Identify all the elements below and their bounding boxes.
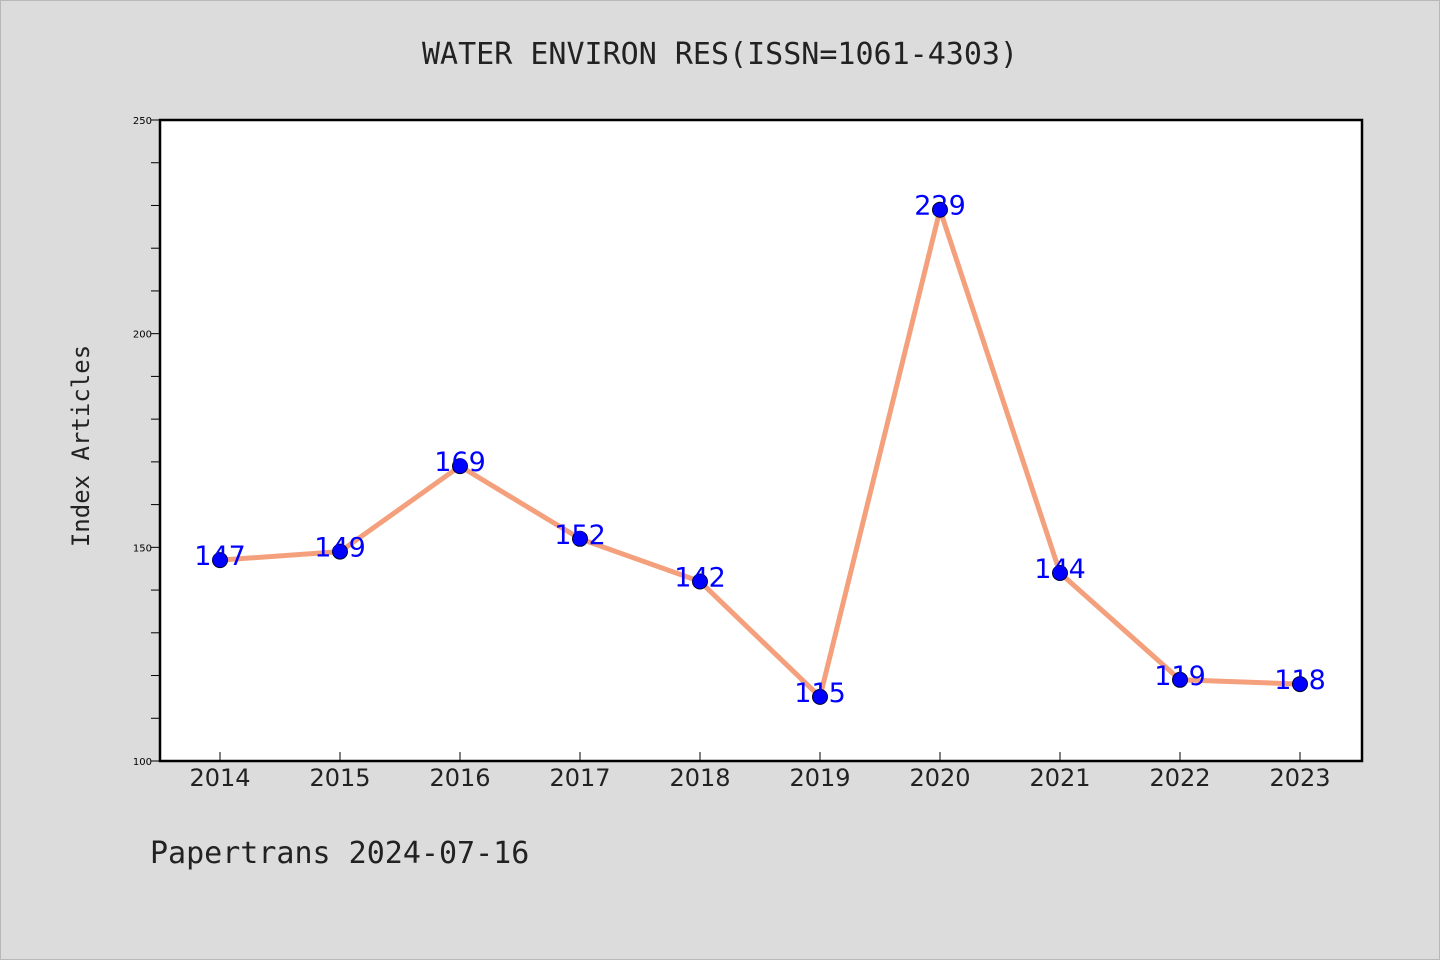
y-tick-label: 150	[133, 543, 152, 554]
y-tick-label: 250	[133, 116, 152, 127]
data-label: 229	[914, 191, 966, 222]
x-tick-label: 2015	[309, 764, 370, 792]
y-tick-label: 100	[133, 757, 152, 768]
data-point	[212, 552, 228, 569]
data-label: 169	[434, 447, 486, 478]
data-point	[812, 688, 828, 705]
x-tick-label: 2019	[789, 764, 850, 792]
chart-title: WATER ENVIRON RES(ISSN=1061-4303)	[421, 37, 1019, 72]
data-point	[1172, 671, 1188, 688]
data-point	[1292, 676, 1308, 693]
data-point	[1052, 564, 1068, 581]
data-label: 119	[1154, 661, 1206, 692]
x-tick-label: 2018	[669, 764, 730, 792]
series-line	[217, 207, 1303, 700]
plot-area	[158, 118, 1364, 763]
x-tick-label: 2017	[549, 764, 610, 792]
data-label: 152	[554, 520, 606, 551]
data-point	[692, 573, 708, 590]
data-label: 142	[674, 563, 726, 594]
data-point	[572, 530, 588, 547]
x-tick-label: 2020	[909, 764, 970, 792]
x-tick-label: 2022	[1149, 764, 1210, 792]
x-tick-label: 2021	[1029, 764, 1090, 792]
x-tick-label: 2016	[429, 764, 490, 792]
data-point	[932, 201, 948, 218]
y-tick-label: 200	[133, 330, 152, 341]
data-label: 118	[1274, 665, 1326, 696]
data-label: 147	[194, 541, 246, 572]
footer-watermark: Papertrans 2024-07-16	[150, 836, 530, 871]
x-tick-label: 2014	[189, 764, 250, 792]
data-label: 115	[794, 678, 846, 709]
data-label: 144	[1034, 554, 1086, 585]
x-tick-label: 2023	[1269, 764, 1330, 792]
data-point	[332, 543, 348, 560]
data-label: 149	[314, 533, 366, 564]
data-point	[452, 458, 468, 475]
